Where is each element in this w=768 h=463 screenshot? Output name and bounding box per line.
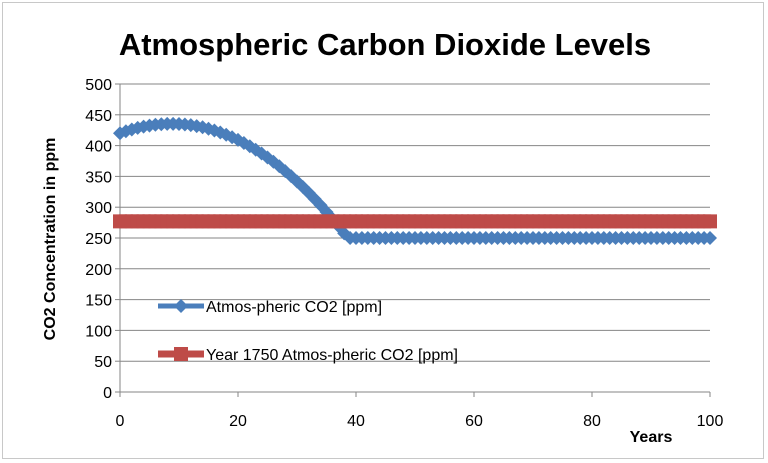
y-tick-label: 50 — [94, 354, 112, 371]
x-tick-label: 100 — [697, 413, 724, 430]
gridlines — [120, 83, 710, 362]
data-point — [703, 214, 717, 229]
y-tick-label: 150 — [85, 293, 112, 310]
legend-marker-atmospheric-co2 — [174, 299, 188, 313]
y-tick-label: 0 — [103, 385, 112, 402]
legend-item-atmospheric-co2: Atmos-pheric CO2 [ppm] — [158, 299, 382, 316]
y-axis-label: CO2 Concentration in ppm — [42, 138, 59, 341]
series-year-1750-co2 — [113, 214, 717, 229]
x-tick-label: 0 — [116, 413, 125, 430]
x-axis-label: Years — [630, 429, 673, 446]
y-tick-label: 100 — [85, 323, 112, 340]
y-tick-labels: 0 50 100 150 200 250 300 350 400 450 500 — [85, 77, 112, 402]
x-tick-labels: 0 20 40 60 80 100 — [116, 413, 724, 430]
x-tick-label: 60 — [465, 413, 483, 430]
x-tick-label: 40 — [347, 413, 365, 430]
chart-frame — [2, 2, 764, 459]
series-layer — [113, 116, 717, 245]
y-tick-label: 300 — [85, 200, 112, 217]
x-tick-label: 20 — [229, 413, 247, 430]
legend-marker-year-1750-co2 — [174, 347, 188, 361]
data-point — [703, 231, 717, 245]
y-tick-label: 250 — [85, 231, 112, 248]
legend: Atmos-pheric CO2 [ppm] Year 1750 Atmos-p… — [158, 299, 458, 364]
y-tick-label: 450 — [85, 108, 112, 125]
y-tick-label: 500 — [85, 77, 112, 94]
legend-label-year-1750-co2: Year 1750 Atmos-pheric CO2 [ppm] — [206, 347, 458, 364]
x-tick-label: 80 — [583, 413, 601, 430]
chart-title: Atmospheric Carbon Dioxide Levels — [119, 27, 651, 62]
legend-label-atmospheric-co2: Atmos-pheric CO2 [ppm] — [206, 299, 382, 316]
legend-item-year-1750-co2: Year 1750 Atmos-pheric CO2 [ppm] — [158, 347, 458, 364]
y-tick-label: 350 — [85, 169, 112, 186]
y-tick-label: 200 — [85, 262, 112, 279]
y-tick-label: 400 — [85, 139, 112, 156]
data-point — [248, 142, 263, 157]
series-atmospheric-co2 — [113, 116, 717, 245]
